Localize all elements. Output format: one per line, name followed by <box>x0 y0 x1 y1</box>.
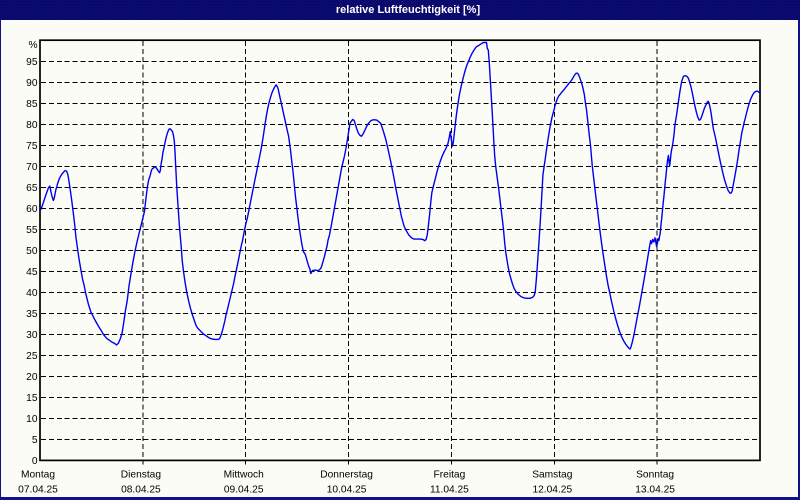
svg-text:Donnerstag: Donnerstag <box>320 470 373 481</box>
svg-text:09.04.25: 09.04.25 <box>224 485 264 496</box>
svg-text:15: 15 <box>26 393 38 404</box>
svg-text:10.04.25: 10.04.25 <box>327 485 367 496</box>
svg-text:70: 70 <box>26 162 38 173</box>
svg-text:13.04.25: 13.04.25 <box>635 485 675 496</box>
svg-text:85: 85 <box>26 99 38 110</box>
svg-text:Mittwoch: Mittwoch <box>224 470 264 481</box>
svg-text:75: 75 <box>26 141 38 152</box>
svg-text:80: 80 <box>26 120 38 131</box>
svg-text:11.04.25: 11.04.25 <box>430 485 469 496</box>
svg-text:30: 30 <box>26 330 38 341</box>
svg-text:Samstag: Samstag <box>532 470 573 481</box>
svg-text:Dienstag: Dienstag <box>121 470 162 481</box>
svg-text:55: 55 <box>26 225 38 236</box>
svg-text:25: 25 <box>26 351 38 362</box>
svg-text:50: 50 <box>26 246 38 257</box>
svg-text:08.04.25: 08.04.25 <box>121 485 161 496</box>
svg-text:Sonntag: Sonntag <box>636 470 674 481</box>
svg-text:65: 65 <box>26 183 38 194</box>
svg-text:35: 35 <box>26 309 38 320</box>
svg-text:12.04.25: 12.04.25 <box>532 485 572 496</box>
svg-text:20: 20 <box>26 372 38 383</box>
svg-text:Freitag: Freitag <box>434 470 466 481</box>
svg-text:%: % <box>28 40 37 51</box>
svg-text:40: 40 <box>26 288 38 299</box>
svg-text:07.04.25: 07.04.25 <box>18 485 58 496</box>
svg-text:45: 45 <box>26 267 38 278</box>
svg-text:60: 60 <box>26 204 38 215</box>
svg-text:Montag: Montag <box>21 470 55 481</box>
svg-text:95: 95 <box>26 57 38 68</box>
svg-text:5: 5 <box>32 435 38 446</box>
svg-text:0: 0 <box>32 456 38 467</box>
svg-text:10: 10 <box>26 414 38 425</box>
svg-text:90: 90 <box>26 78 38 89</box>
